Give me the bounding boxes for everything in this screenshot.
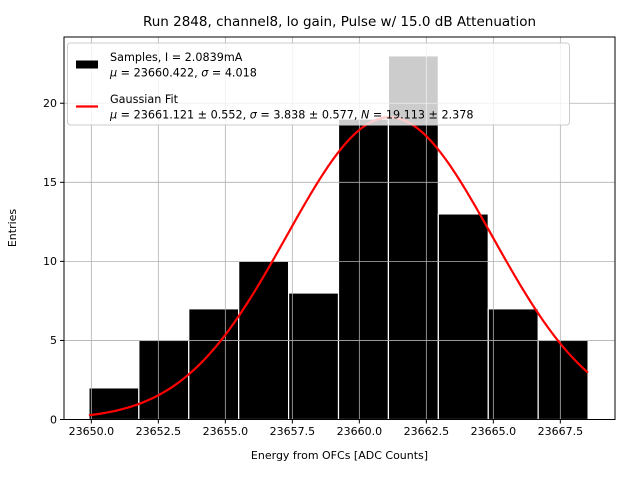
histogram-bar <box>337 118 390 421</box>
x-tick-label: 23657.5 <box>270 425 316 438</box>
legend-label: Gaussian Fit <box>110 93 179 106</box>
x-tick-label: 23652.5 <box>136 425 182 438</box>
x-tick-label: 23662.5 <box>404 425 450 438</box>
x-tick-label: 23655.0 <box>203 425 249 438</box>
x-tick-label: 23660.0 <box>337 425 383 438</box>
gaussian-fit-curve <box>88 116 589 417</box>
x-tick-label: 23665.0 <box>471 425 517 438</box>
plot-border <box>63 36 616 420</box>
legend-swatch-bar <box>76 60 98 69</box>
y-tick-label: 15 <box>43 176 57 189</box>
histogram-bar <box>287 292 340 421</box>
histogram-bar <box>537 339 589 421</box>
axes: 23650.0 23652.5 23655.0 23657.5 23660.0 23662… <box>43 36 616 438</box>
y-tick-label: 0 <box>50 413 57 426</box>
y-tick-label: 5 <box>50 334 57 347</box>
legend: Samples, I = 2.0839mA μ = 23660.422, σ = … <box>67 42 570 126</box>
y-tick-label: 20 <box>43 97 57 110</box>
legend-box <box>67 42 570 126</box>
legend-label: μ = 23661.121 ± 0.552, σ = 3.838 ± 0.577… <box>109 109 474 122</box>
y-axis-label: Entries <box>6 209 19 248</box>
histogram-bar <box>437 213 489 421</box>
fit-line <box>88 116 589 417</box>
x-tick-label: 23667.5 <box>538 425 584 438</box>
legend-label: μ = 23660.422, σ = 4.018 <box>109 67 257 80</box>
chart-title: Run 2848, channel8, lo gain, Pulse w/ 15… <box>143 14 536 30</box>
y-tick-label: 10 <box>43 255 57 268</box>
histogram-bar <box>487 308 539 421</box>
x-axis-label: Energy from OFCs [ADC Counts] <box>251 449 428 462</box>
x-tick-label: 23650.0 <box>69 425 115 438</box>
legend-label: Samples, I = 2.0839mA <box>110 51 243 64</box>
